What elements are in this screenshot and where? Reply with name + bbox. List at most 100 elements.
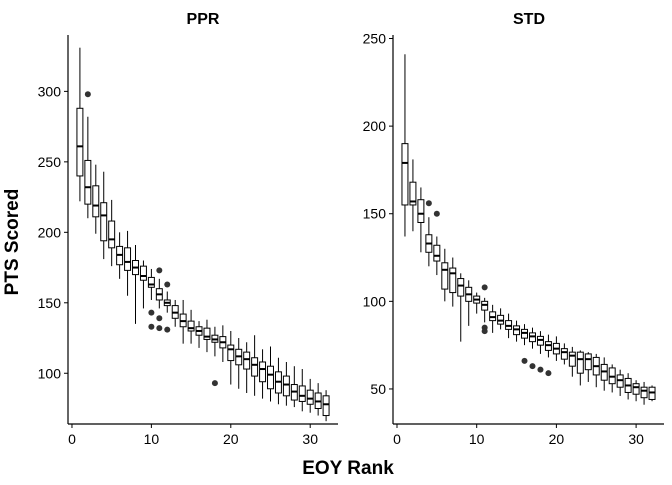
box-rank-15 bbox=[187, 309, 195, 344]
y-tick-label: 100 bbox=[38, 365, 62, 381]
box-rank-16 bbox=[195, 321, 203, 348]
y-tick-label: 100 bbox=[363, 293, 387, 309]
y-tick-label: 150 bbox=[38, 295, 62, 311]
box-rank-20 bbox=[552, 336, 560, 361]
outlier-point bbox=[148, 309, 155, 316]
panel-title-std: STD bbox=[513, 11, 545, 28]
box-rank-23 bbox=[576, 350, 584, 386]
box-rank-28 bbox=[290, 366, 298, 408]
box-rank-9 bbox=[465, 280, 473, 326]
box-rank-18 bbox=[536, 331, 544, 354]
box-iqr bbox=[306, 389, 314, 405]
outlier-point bbox=[425, 200, 432, 207]
box-rank-7 bbox=[124, 230, 132, 296]
box-rank-13 bbox=[497, 308, 505, 330]
outlier-point bbox=[84, 91, 91, 98]
box-iqr bbox=[76, 107, 84, 177]
x-tick-label: 0 bbox=[393, 431, 401, 447]
outlier-point bbox=[211, 380, 218, 387]
box-rank-27 bbox=[282, 361, 290, 406]
box-rank-22 bbox=[243, 342, 251, 393]
box-rank-26 bbox=[600, 357, 608, 391]
box-rank-17 bbox=[528, 327, 536, 349]
box-rank-14 bbox=[505, 313, 513, 339]
box-rank-19 bbox=[544, 334, 552, 358]
box-rank-6 bbox=[441, 248, 449, 302]
box-iqr bbox=[441, 262, 449, 290]
x-tick-label: 30 bbox=[628, 431, 644, 447]
box-rank-24 bbox=[259, 349, 267, 399]
box-rank-22 bbox=[568, 346, 576, 377]
x-tick-label: 30 bbox=[302, 431, 318, 447]
box-iqr bbox=[568, 351, 576, 367]
box-rank-10 bbox=[473, 292, 481, 314]
box-rank-28 bbox=[616, 369, 624, 396]
x-tick-label: 20 bbox=[549, 431, 565, 447]
box-rank-19 bbox=[219, 325, 227, 362]
box-rank-2 bbox=[409, 159, 417, 232]
x-axis-label: EOY Rank bbox=[302, 458, 394, 479]
box-rank-30 bbox=[632, 380, 640, 402]
y-tick-label: 50 bbox=[370, 381, 386, 397]
y-tick-label: 200 bbox=[38, 224, 62, 240]
box-rank-2 bbox=[84, 116, 92, 219]
box-rank-3 bbox=[417, 187, 425, 253]
box-iqr bbox=[267, 365, 274, 390]
box-rank-17 bbox=[203, 319, 211, 353]
box-rank-8 bbox=[132, 245, 139, 324]
outlier-point bbox=[529, 363, 536, 370]
box-rank-8 bbox=[457, 273, 465, 342]
box-iqr bbox=[139, 265, 147, 281]
outlier-point bbox=[545, 370, 552, 377]
box-rank-12 bbox=[489, 304, 497, 333]
box-rank-30 bbox=[306, 378, 314, 413]
box-rank-20 bbox=[227, 330, 235, 385]
box-rank-29 bbox=[298, 369, 306, 412]
box-rank-4 bbox=[100, 171, 108, 260]
panel-title-ppr: PPR bbox=[187, 11, 220, 28]
outlier-point bbox=[164, 281, 171, 288]
box-iqr bbox=[227, 344, 235, 362]
box-iqr bbox=[457, 278, 465, 297]
box-iqr bbox=[251, 357, 259, 377]
box-rank-1 bbox=[401, 54, 409, 237]
box-rank-29 bbox=[624, 373, 632, 400]
box-rank-9 bbox=[139, 260, 147, 309]
box-iqr bbox=[560, 348, 568, 360]
x-tick-label: 10 bbox=[144, 431, 160, 447]
box-rank-10 bbox=[147, 268, 155, 300]
box-iqr bbox=[433, 244, 441, 262]
box-iqr bbox=[282, 375, 290, 397]
box-iqr bbox=[632, 383, 640, 395]
y-tick-label: 200 bbox=[363, 118, 387, 134]
x-tick-label: 10 bbox=[469, 431, 485, 447]
box-rank-5 bbox=[108, 199, 116, 267]
box-rank-24 bbox=[584, 352, 592, 382]
box-rank-16 bbox=[521, 324, 529, 346]
box-iqr bbox=[640, 386, 648, 399]
y-tick-label: 250 bbox=[363, 31, 387, 47]
box-iqr bbox=[203, 327, 211, 340]
box-rank-18 bbox=[211, 326, 219, 357]
box-iqr bbox=[322, 395, 330, 417]
box-iqr bbox=[84, 159, 92, 205]
box-rank-23 bbox=[251, 335, 259, 396]
y-tick-label: 300 bbox=[38, 83, 62, 99]
box-rank-6 bbox=[116, 232, 124, 279]
box-rank-4 bbox=[425, 217, 433, 267]
box-rank-15 bbox=[513, 320, 521, 342]
box-iqr bbox=[417, 199, 425, 223]
outlier-point bbox=[481, 284, 488, 291]
box-iqr bbox=[124, 247, 132, 271]
box-rank-11 bbox=[155, 278, 163, 309]
box-rank-21 bbox=[235, 338, 243, 389]
box-rank-27 bbox=[608, 364, 616, 393]
box-iqr bbox=[92, 185, 100, 218]
box-rank-5 bbox=[433, 236, 441, 276]
box-rank-13 bbox=[171, 299, 179, 327]
x-tick-label: 20 bbox=[223, 431, 239, 447]
outlier-point bbox=[156, 267, 163, 274]
box-rank-11 bbox=[481, 297, 489, 323]
box-rank-1 bbox=[76, 47, 84, 202]
